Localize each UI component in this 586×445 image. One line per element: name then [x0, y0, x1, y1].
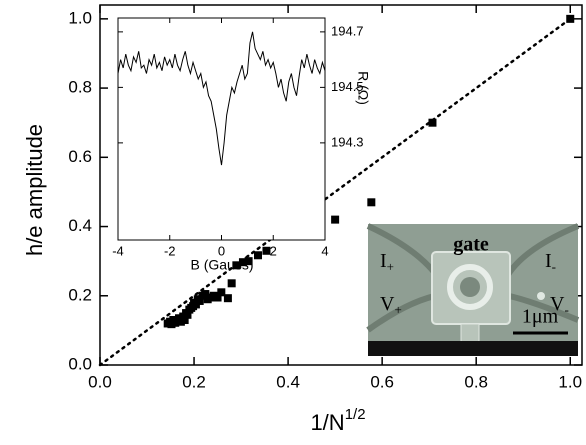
data-point — [183, 310, 192, 319]
lead — [366, 223, 580, 333]
data-point — [331, 215, 340, 224]
x-tick-label: 0.6 — [370, 372, 394, 391]
sem-image: gate I+ I- V+ V- 1μm — [366, 223, 580, 356]
data-point — [201, 290, 210, 299]
particle — [537, 292, 545, 300]
y-tick-label: 194.7 — [331, 23, 364, 38]
y-tick-label: 0.2 — [68, 285, 92, 304]
y-tick-label: 194.3 — [331, 134, 364, 149]
y-tick-label: 0.8 — [68, 78, 92, 97]
y-tick-label: 0.6 — [68, 147, 92, 166]
x-tick-label: -4 — [112, 243, 124, 258]
trace — [117, 31, 326, 166]
data-point — [244, 257, 253, 266]
data-point — [232, 261, 241, 270]
x-tick-label: -2 — [164, 243, 176, 258]
image-label: V+ — [380, 293, 402, 317]
x-tick-label: 0 — [218, 243, 225, 258]
x-axis-label: 1/N1/2 — [310, 406, 365, 435]
data-point — [238, 258, 247, 267]
ring — [447, 264, 493, 310]
x-tick-label: 1.0 — [558, 372, 582, 391]
info-strip — [368, 341, 578, 356]
data-point — [566, 14, 575, 23]
data-point — [180, 316, 189, 324]
y-tick-label: 0.4 — [68, 216, 92, 235]
x-tick-label: 4 — [321, 243, 328, 258]
x-tick-label: 0.2 — [182, 372, 206, 391]
data-point — [367, 198, 376, 207]
x-tick-label: 0.0 — [88, 372, 112, 391]
data-point — [428, 118, 437, 127]
x-tick-label: 0.8 — [464, 372, 488, 391]
fit-line — [98, 17, 572, 367]
data-point — [227, 279, 236, 288]
data-point — [217, 288, 226, 297]
data-point — [262, 246, 271, 255]
data-point — [195, 296, 204, 305]
data-point — [223, 294, 232, 303]
y-tick-label: 0.0 — [68, 354, 92, 373]
data-point — [254, 251, 263, 260]
y-tick-label: 1.0 — [68, 8, 92, 27]
plot-frame — [117, 17, 326, 241]
y-tick-label: 194.5 — [331, 79, 364, 94]
image-label: I+ — [380, 250, 394, 274]
inset-x-label: B (Gauss) — [190, 257, 253, 273]
ring-hole — [460, 277, 480, 297]
image-label: gate — [453, 234, 489, 256]
inset-plot: -4 -2 0 2 4 194.3 194.5 194.7 — [112, 17, 364, 258]
inset-y-label: R (Ω) — [355, 71, 371, 105]
image-label: V- — [550, 293, 569, 317]
image-label: I- — [545, 250, 556, 274]
x-tick-label: 0.4 — [276, 372, 300, 391]
data-point — [213, 293, 222, 302]
scale-label: 1μm — [522, 306, 559, 328]
y-axis-label: h/e amplitude — [22, 124, 47, 256]
x-tick-label: 2 — [270, 243, 277, 258]
